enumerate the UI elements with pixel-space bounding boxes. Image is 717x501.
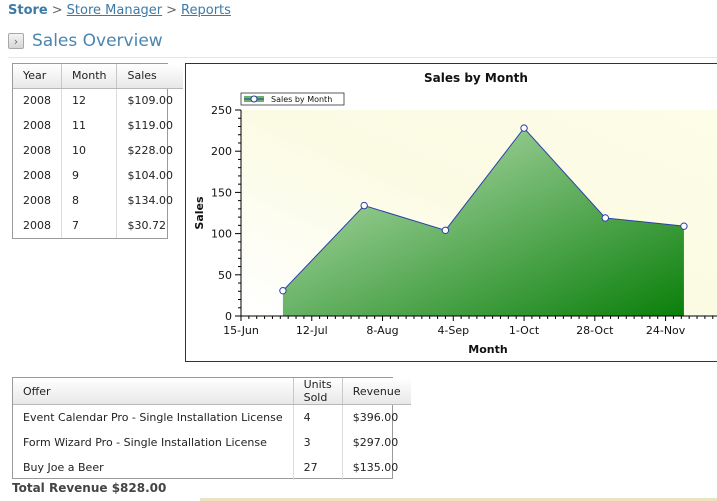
cell-sales: $228.00	[127, 144, 173, 157]
y-tick-label: 0	[225, 310, 232, 323]
cell-units-sold: 27	[293, 454, 343, 480]
x-tick-label: 1-Oct	[509, 324, 540, 337]
title-divider	[8, 57, 717, 58]
column-header-revenue[interactable]: Revenue	[342, 378, 411, 405]
data-point	[279, 286, 287, 295]
sales-chart-panel: Sales by Month 0 50 100 150 200 250 15-Jun 12-J…	[185, 63, 717, 362]
cell-year: 2008	[13, 213, 62, 238]
cell-sales: $104.00	[127, 169, 173, 182]
table-row: 2008 7 $30.72	[13, 213, 183, 238]
chevron-right-icon[interactable]: ›	[8, 33, 24, 49]
data-point	[680, 222, 688, 230]
table-row: Event Calendar Pro - Single Installation…	[13, 404, 411, 430]
y-tick-label: 200	[211, 145, 232, 158]
breadcrumb: Store > Store Manager > Reports	[8, 3, 231, 18]
x-tick-label: 24-Nov	[646, 324, 686, 337]
table-header-row: Year Month Sales	[13, 64, 183, 89]
column-header-offer[interactable]: Offer	[13, 378, 294, 405]
cell-offer: Buy Joe a Beer	[13, 454, 294, 480]
total-revenue: Total Revenue $828.00	[12, 481, 167, 495]
cell-year: 2008	[13, 113, 62, 138]
cell-year: 2008	[13, 88, 62, 113]
breadcrumb-store-manager-link[interactable]: Store Manager	[66, 3, 163, 18]
monthly-sales-table: Year Month Sales 2008 12 $109.00 2008 11…	[13, 64, 183, 238]
cell-revenue: $297.00	[352, 435, 399, 449]
cell-year: 2008	[13, 163, 62, 188]
cell-sales: $109.00	[127, 94, 173, 108]
table-row: 2008 10 $228.00	[13, 138, 183, 163]
footer-divider	[200, 498, 717, 501]
cell-month: 7	[61, 213, 118, 238]
series-line	[282, 127, 684, 292]
data-point	[601, 214, 610, 222]
offers-table: Offer Units Sold Revenue Event Calendar …	[13, 378, 411, 480]
table-row: 2008 12 $109.00	[13, 88, 183, 113]
chart-legend: Sales by Month	[240, 92, 345, 106]
x-tick-label: 4-Sep	[437, 324, 469, 337]
cell-month: 12	[61, 88, 118, 113]
chart-title: Sales by Month	[424, 71, 528, 85]
cell-revenue: $396.00	[352, 410, 399, 424]
table-row: 2008 8 $134.00	[13, 188, 183, 213]
column-header-sales[interactable]: Sales	[116, 64, 183, 89]
y-tick-label: 250	[211, 104, 232, 117]
cell-month: 11	[61, 113, 118, 138]
legend-box	[240, 92, 345, 106]
cell-month: 8	[61, 188, 118, 213]
cell-units-sold: 4	[293, 404, 343, 430]
x-axis-label: Month	[468, 343, 507, 356]
data-point	[360, 201, 368, 210]
cell-year: 2008	[13, 188, 62, 213]
legend-label: Sales by Month	[271, 95, 332, 104]
cell-month: 9	[61, 163, 118, 188]
table-row: 2008 9 $104.00	[13, 163, 183, 188]
x-tick-label: 8-Aug	[366, 324, 398, 337]
x-tick-label: 15-Jun	[223, 324, 259, 337]
page-title-row: › Sales Overview	[8, 30, 163, 52]
breadcrumb-reports-link[interactable]: Reports	[181, 3, 231, 18]
column-header-units-sold[interactable]: Units Sold	[293, 378, 343, 405]
area-fill	[282, 128, 684, 316]
sales-by-month-chart: Sales by Month 0 50 100 150 200 250 15-Jun 12-J…	[193, 71, 717, 356]
offers-table-container: Offer Units Sold Revenue Event Calendar …	[12, 377, 411, 480]
table-row: Buy Joe a Beer 27 $135.00	[13, 454, 411, 480]
breadcrumb-separator: >	[166, 3, 178, 18]
cell-month: 10	[61, 138, 118, 163]
monthly-sales-table-container: Year Month Sales 2008 12 $109.00 2008 11…	[12, 63, 183, 239]
column-header-month[interactable]: Month	[61, 64, 118, 89]
cell-sales: $134.00	[127, 194, 173, 207]
table-row: 2008 11 $119.00	[13, 113, 183, 138]
y-tick-label: 100	[211, 228, 232, 241]
cell-year: 2008	[13, 138, 62, 163]
cell-units-sold: 3	[293, 429, 343, 455]
breadcrumb-separator: >	[51, 3, 63, 18]
cell-offer: Form Wizard Pro - Single Installation Li…	[13, 429, 294, 455]
table-header-row: Offer Units Sold Revenue	[13, 378, 411, 405]
cell-sales: $119.00	[127, 119, 173, 132]
x-tick-label: 12-Jul	[296, 324, 328, 337]
cell-offer: Event Calendar Pro - Single Installation…	[13, 404, 294, 430]
y-tick-label: 150	[211, 186, 232, 199]
cell-revenue: $135.00	[352, 460, 399, 474]
data-point	[520, 124, 528, 132]
page-title: Sales Overview	[32, 31, 163, 51]
legend-marker	[250, 95, 258, 103]
y-tick-label: 50	[218, 269, 232, 282]
cell-sales: $30.72	[127, 219, 166, 232]
data-point	[441, 226, 450, 235]
breadcrumb-store[interactable]: Store	[8, 3, 48, 18]
column-header-year[interactable]: Year	[13, 64, 62, 89]
table-row: Form Wizard Pro - Single Installation Li…	[13, 429, 411, 455]
y-axis-label: Sales	[193, 196, 206, 230]
x-tick-label: 28-Oct	[576, 324, 614, 337]
